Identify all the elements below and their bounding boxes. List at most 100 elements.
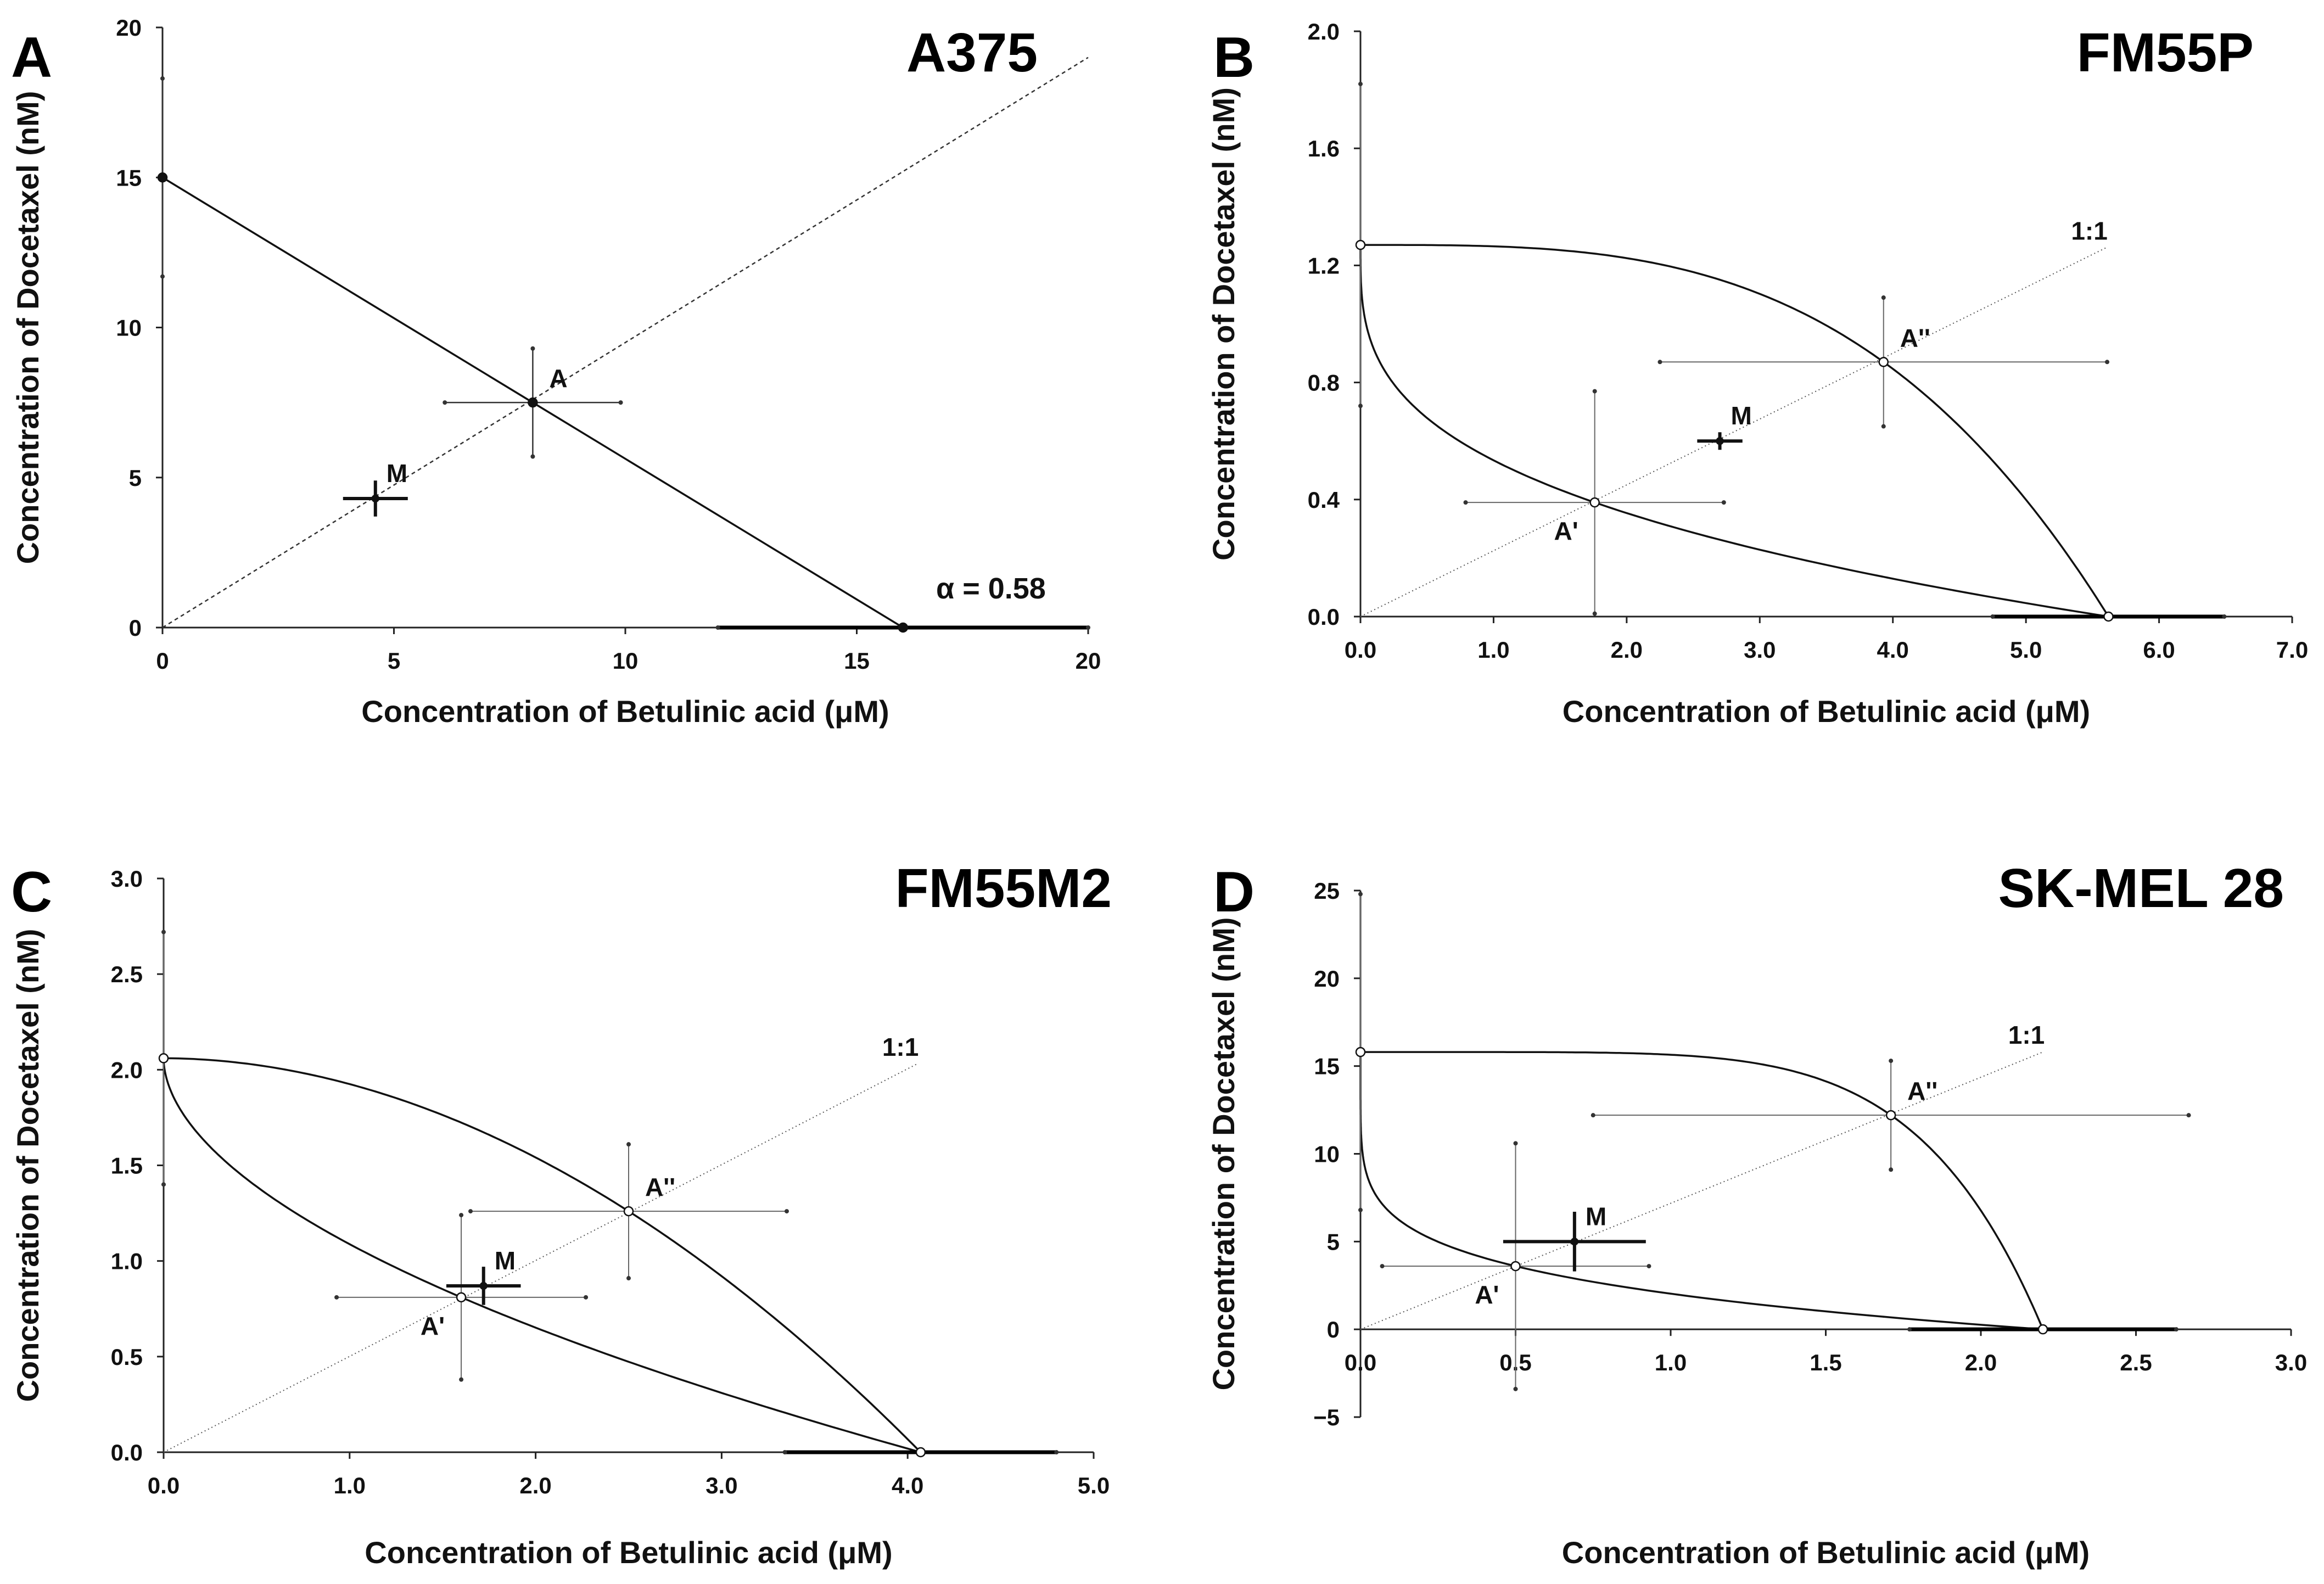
y-tick-label: 1.6	[1308, 136, 1340, 161]
x-tick-label: 0.0	[148, 1473, 180, 1498]
y-tick-label: 0.8	[1308, 370, 1340, 396]
chart-panel-c: 0.0 1.0 2.0 3.0 4.0 5.0 0.0 0.5 1.0 1.5 2.0 2.5 3.0 C…	[10, 858, 1112, 1570]
error-bar-cap	[1358, 404, 1363, 408]
chart-panel-d: 0.0 0.5 1.0 1.5 2.0 2.5 3.0−50510152025Concent…	[1206, 858, 2307, 1570]
error-bar-cap	[1513, 1141, 1518, 1146]
y-tick-label: 20	[1314, 966, 1340, 992]
x-tick-label: 5.0	[2010, 637, 2042, 663]
error-bar-cap	[2222, 614, 2227, 619]
mixture-point	[371, 494, 380, 503]
data-point	[158, 1053, 169, 1064]
error-bar-cap	[1907, 1327, 1912, 1332]
point-label: M	[1731, 401, 1752, 430]
x-tick-label: 0.0	[1345, 1350, 1376, 1375]
x-tick-label: 2.0	[519, 1473, 551, 1498]
fixed-ratio-line	[1360, 1051, 2043, 1330]
panel-letter: B	[1213, 26, 1255, 89]
x-tick-label: 0	[156, 648, 169, 674]
x-tick-label: 1.0	[334, 1473, 366, 1498]
data-point	[1355, 1046, 1366, 1057]
y-tick-label: 1.0	[111, 1249, 143, 1274]
point-label: A''	[1900, 323, 1930, 352]
upper-isobole-curve	[1360, 244, 2109, 617]
error-bar-cap	[1592, 611, 1597, 616]
error-bar-cap	[2105, 360, 2110, 365]
error-bar-cap	[161, 930, 166, 934]
y-tick-label: 3.0	[111, 866, 143, 892]
mixture-point	[479, 1281, 488, 1290]
y-tick-label: 0	[129, 615, 142, 641]
y-tick-label: 0	[1327, 1317, 1340, 1342]
x-tick-label: 20	[1076, 648, 1101, 674]
error-bar-cap	[1054, 1450, 1059, 1454]
upper-isobole-curve	[1360, 1051, 2044, 1330]
chart-panel-a: 0 5 10 15 20 0 5 10 15 20 Concentration of Betulin…	[10, 15, 1101, 729]
error-bar-cap	[1513, 1386, 1518, 1391]
error-bar-cap	[1990, 614, 1995, 619]
alpha-annotation: α = 0.58	[936, 572, 1046, 605]
chart-title: FM55P	[2077, 22, 2254, 83]
x-tick-label: 1.0	[1655, 1350, 1687, 1375]
fixed-ratio-line	[163, 1063, 917, 1453]
error-bar-cap	[626, 1142, 631, 1147]
error-bar-cap	[1592, 389, 1597, 394]
y-tick-label: 15	[116, 165, 142, 191]
lower-isobole-curve	[1359, 245, 2109, 618]
data-point	[1510, 1261, 1521, 1272]
x-tick-label: 15	[844, 648, 870, 674]
data-point	[1878, 357, 1889, 367]
data-point	[1589, 497, 1600, 508]
y-axis-title: Concentration of Docetaxel (nM)	[1206, 87, 1241, 561]
error-bar-cap	[1721, 500, 1726, 505]
error-bar-cap	[1358, 892, 1363, 897]
error-bar-cap	[459, 1213, 464, 1218]
y-tick-label: 2.5	[111, 961, 143, 987]
y-tick-label: 15	[1314, 1054, 1340, 1079]
point-label: A''	[1907, 1077, 1937, 1105]
data-point	[1355, 239, 1366, 250]
point-label: A'	[1554, 517, 1578, 545]
data-point	[623, 1206, 634, 1217]
error-bar-cap	[784, 1209, 789, 1214]
x-axis-title: Concentration of Betulinic acid (μM)	[365, 1535, 892, 1570]
x-tick-label: 1.0	[1477, 637, 1509, 663]
x-axis-title: Concentration of Betulinic acid (μM)	[1563, 694, 2090, 729]
point-label: A'	[421, 1312, 445, 1340]
y-axis-title: Concentration of Docetaxel (nM)	[10, 929, 45, 1402]
y-tick-label: 10	[1314, 1141, 1340, 1167]
data-point	[898, 622, 909, 633]
error-bar-cap	[715, 625, 720, 630]
error-bar-cap	[618, 400, 623, 405]
x-tick-label: 3.0	[1744, 637, 1776, 663]
y-tick-label: 25	[1314, 878, 1340, 904]
error-bar-cap	[1889, 1059, 1894, 1064]
chart-title: FM55M2	[895, 858, 1112, 919]
chart-title: SK-MEL 28	[1998, 858, 2284, 919]
mixture-point	[1570, 1238, 1579, 1246]
fixed-ratio-line	[162, 57, 1089, 629]
error-bar-cap	[160, 274, 165, 279]
error-bar-cap	[1358, 81, 1363, 86]
error-bar-cap	[782, 1450, 787, 1454]
error-bar-cap	[530, 346, 535, 351]
error-bar-cap	[626, 1276, 631, 1281]
error-bar-cap	[1647, 1264, 1651, 1269]
upper-isobole-curve	[163, 1057, 922, 1453]
mixture-point	[1716, 436, 1724, 445]
lower-isobole-curve	[1359, 1052, 2043, 1330]
y-axis-title: Concentration of Docetaxel (nM)	[1206, 917, 1241, 1391]
error-bar-cap	[1358, 1207, 1363, 1212]
error-bar-cap	[161, 1182, 166, 1187]
x-tick-label: 7.0	[2276, 637, 2308, 663]
y-tick-label: 1.2	[1308, 253, 1340, 278]
lower-isobole-curve	[163, 1058, 921, 1453]
chart-title: A375	[906, 22, 1038, 83]
error-bar-cap	[530, 454, 535, 459]
x-axis-title: Concentration of Betulinic acid (μM)	[361, 694, 889, 729]
x-tick-label: 3.0	[2275, 1350, 2307, 1375]
x-tick-label: 5.0	[1078, 1473, 1110, 1498]
x-tick-label: 4.0	[892, 1473, 923, 1498]
y-tick-label: 1.5	[111, 1153, 143, 1179]
panel-letter: D	[1213, 860, 1255, 924]
error-bar-cap	[584, 1295, 589, 1300]
